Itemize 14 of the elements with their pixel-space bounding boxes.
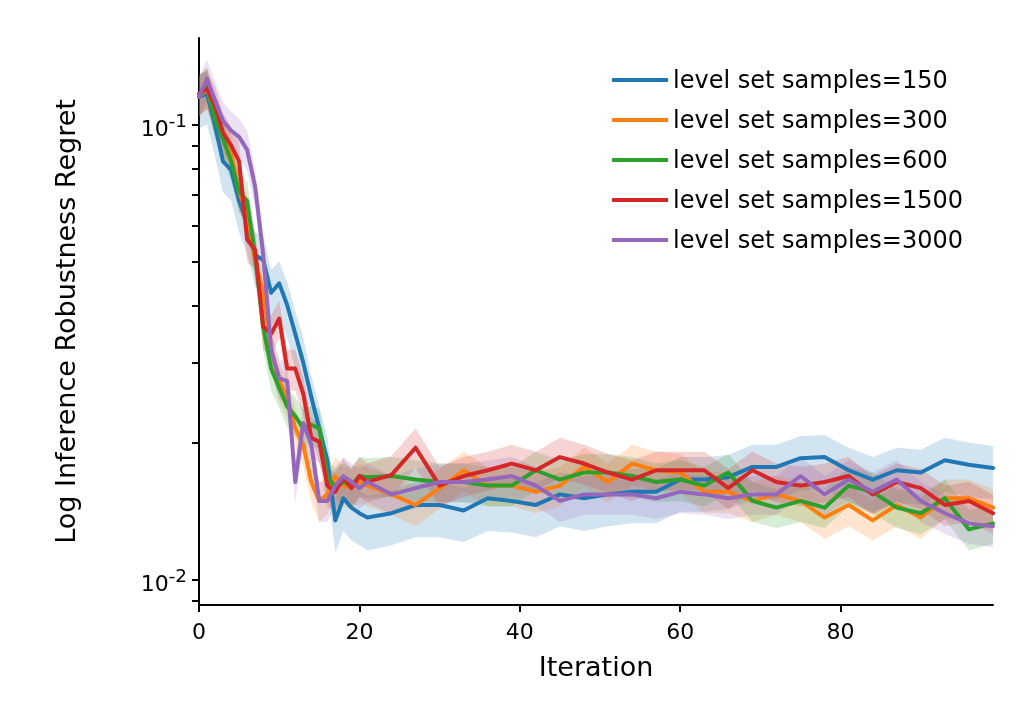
x-axis-title: Iteration bbox=[538, 651, 654, 682]
y-tick-label: 10$^{-2}$ bbox=[140, 564, 187, 597]
legend-label: level set samples=300 bbox=[673, 106, 948, 134]
x-tick-label: 60 bbox=[666, 619, 695, 645]
y-axis-title: Log Inference Robustness Regret bbox=[50, 99, 81, 544]
x-tick-label: 80 bbox=[826, 619, 855, 645]
y-tick-label: 10$^{-1}$ bbox=[140, 108, 187, 142]
x-tick-label: 20 bbox=[345, 619, 374, 645]
legend-label: level set samples=1500 bbox=[673, 186, 964, 214]
x-tick-label: 0 bbox=[192, 619, 206, 645]
x-tick-label: 40 bbox=[505, 619, 534, 645]
legend-label: level set samples=600 bbox=[673, 146, 948, 174]
legend-label: level set samples=3000 bbox=[673, 226, 964, 254]
legend-label: level set samples=150 bbox=[673, 66, 948, 94]
